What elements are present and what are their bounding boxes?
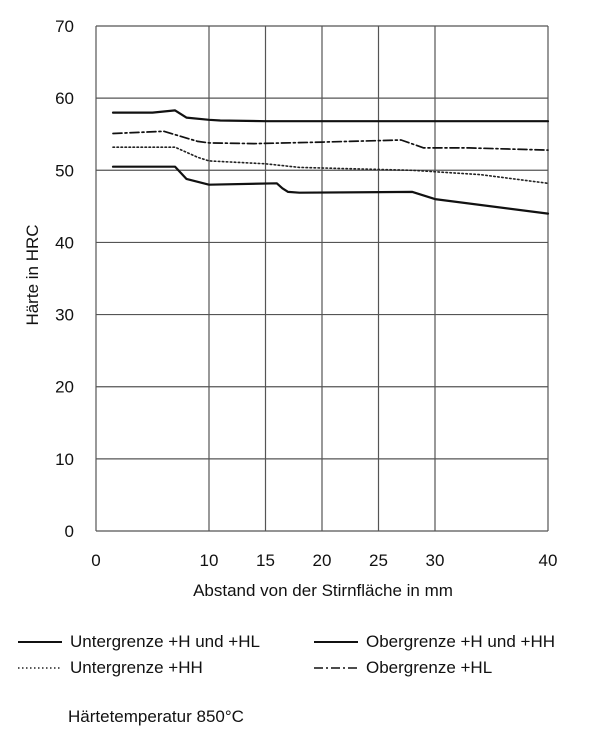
grid [95, 25, 549, 532]
y-tick-label: 40 [55, 233, 74, 252]
legend-label: Untergrenze +HH [70, 658, 203, 677]
legend-label: Obergrenze +H und +HH [366, 632, 555, 651]
y-tick-label: 60 [55, 89, 74, 108]
legend-swatch-solid [18, 641, 62, 643]
y-tick-label: 10 [55, 450, 74, 469]
x-tick-label: 25 [369, 551, 388, 570]
x-tick-label: 40 [539, 551, 558, 570]
series-line [112, 146, 549, 185]
y-tick-label: 70 [55, 17, 74, 36]
footnote: Härtetemperatur 850°C [68, 707, 244, 726]
x-tick-label: 20 [313, 551, 332, 570]
x-axis-label: Abstand von der Stirnfläche in mm [193, 581, 453, 600]
hardness-chart: 0 10 15 20 25 30 40 0 10 20 30 40 50 60 70 Abstand von… [23, 17, 557, 600]
y-tick-label: 20 [55, 378, 74, 397]
legend-swatch-dashdot [314, 667, 358, 669]
y-tick-label: 50 [55, 161, 74, 180]
series-line [112, 130, 549, 151]
x-tick-label: 15 [256, 551, 275, 570]
y-axis-label: Härte in HRC [23, 224, 42, 325]
legend-item-untergrenze-hh: Untergrenze +HH [18, 658, 203, 678]
legend-swatch-solid [314, 641, 358, 643]
legend-item-untergrenze-h-hl: Untergrenze +H und +HL [18, 632, 260, 652]
legend-label: Obergrenze +HL [366, 658, 493, 677]
legend-label: Untergrenze +H und +HL [70, 632, 260, 651]
legend-item-obergrenze-h-hh: Obergrenze +H und +HH [314, 632, 555, 652]
x-tick-label: 0 [91, 551, 100, 570]
legend-swatch-dotted [18, 667, 62, 669]
y-tick-label: 30 [55, 306, 74, 325]
series-line [111, 109, 550, 123]
tick-labels: 0 10 15 20 25 30 40 0 10 20 30 40 50 60 70 [55, 17, 557, 570]
series-lines [111, 109, 550, 215]
x-tick-label: 10 [200, 551, 219, 570]
y-tick-label: 0 [65, 522, 74, 541]
series-line [111, 165, 550, 215]
legend-item-obergrenze-hl: Obergrenze +HL [314, 658, 492, 678]
x-tick-label: 30 [426, 551, 445, 570]
